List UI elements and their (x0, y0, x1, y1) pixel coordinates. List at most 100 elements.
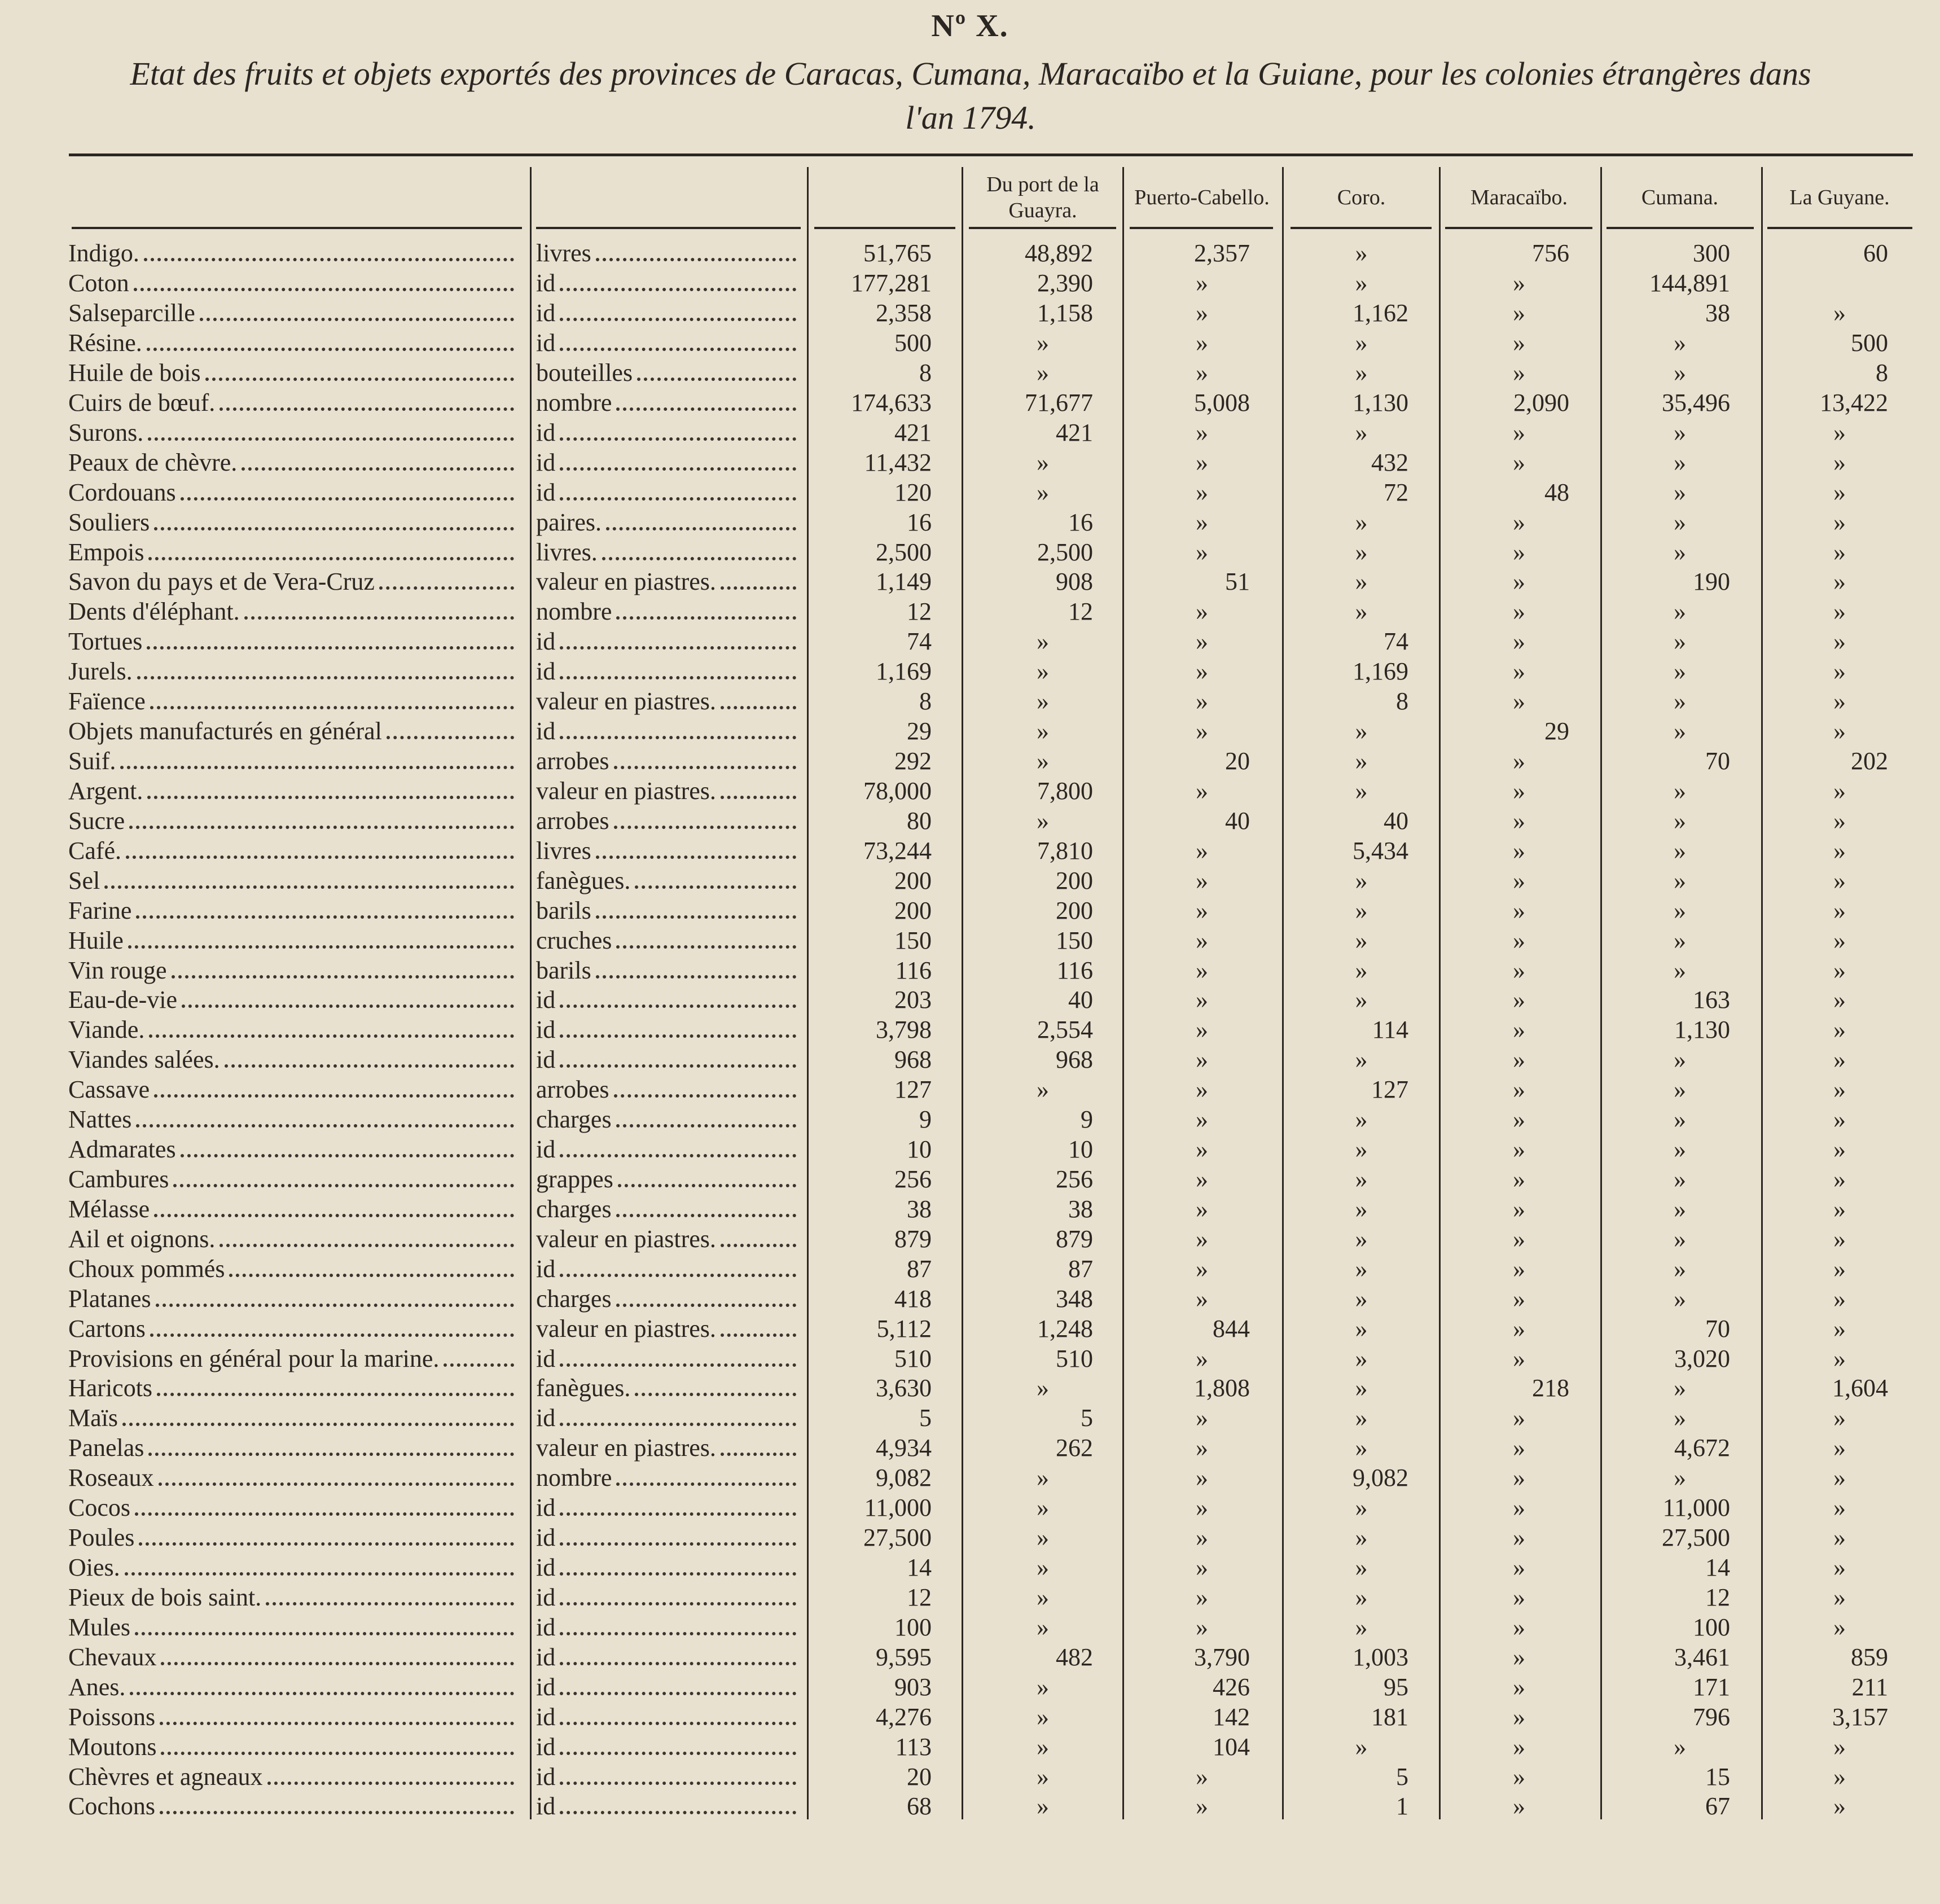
dot-leader (242, 467, 514, 471)
total-value: 10 (907, 1135, 932, 1163)
dot-leader (150, 1333, 514, 1337)
total-value: 120 (894, 479, 932, 506)
total-value: 12 (907, 1583, 932, 1611)
unit-text: paires. (536, 508, 602, 536)
item-name-text: Jurels. (68, 657, 133, 685)
region-value: » (1833, 717, 1846, 745)
item-name-text: Cuirs de bœuf. (68, 389, 216, 416)
item-name: Empois (68, 538, 519, 567)
region-value: 432 (1371, 449, 1408, 476)
dot-leader (137, 676, 514, 679)
total-value: 421 (894, 419, 932, 446)
dot-leader (595, 258, 796, 261)
region-value: » (1196, 1763, 1208, 1791)
item-name-text: Cartons (68, 1315, 146, 1343)
region-value: » (1513, 1464, 1525, 1491)
dot-leader (560, 1512, 796, 1516)
region-value: » (1833, 1613, 1846, 1641)
dot-leader (160, 1811, 514, 1814)
unit-text: id (536, 1583, 556, 1611)
region-value: » (1833, 1315, 1846, 1343)
region-value: » (1037, 449, 1049, 476)
dot-leader (148, 437, 514, 441)
dot-leader (126, 856, 514, 859)
region-value: » (1674, 1255, 1686, 1283)
item-name: Huile de bois (68, 358, 519, 388)
region-value: 859 (1851, 1643, 1888, 1671)
region-value: » (1833, 897, 1846, 924)
region-value: » (1196, 419, 1208, 446)
item-name-text: Huile (68, 927, 124, 954)
unit-text: id (536, 1733, 556, 1761)
unit-text: cruches (536, 927, 612, 954)
region-value: » (1513, 1613, 1525, 1641)
region-value: 11,000 (1662, 1494, 1730, 1521)
item-name: Cordouans (68, 478, 519, 507)
dot-leader (136, 1124, 514, 1128)
region-value: » (1674, 598, 1686, 625)
region-value: » (1513, 1195, 1525, 1223)
total-value: 256 (894, 1165, 932, 1193)
region-value: 2,554 (1037, 1016, 1093, 1043)
unit-text: id (536, 449, 556, 476)
item-name-text: Savon du pays et de Vera-Cruz (68, 568, 375, 595)
item-name-text: Cambures (68, 1165, 169, 1193)
region-value: 256 (1056, 1165, 1093, 1193)
region-value: » (1833, 598, 1846, 625)
unit-text: nombre (536, 598, 612, 625)
region-value: » (1674, 777, 1686, 805)
item-name: Viande. (68, 1015, 519, 1045)
region-value: » (1833, 1225, 1846, 1253)
region-value: 16 (1068, 508, 1093, 536)
unit-text: arrobes (536, 807, 609, 835)
region-value: 70 (1705, 747, 1730, 775)
total-value: 11,000 (864, 1494, 932, 1521)
region-value: » (1037, 747, 1049, 775)
unit: charges (536, 1105, 801, 1134)
region-value: » (1355, 1613, 1368, 1641)
region-value: » (1833, 927, 1846, 954)
region-value: » (1355, 1255, 1368, 1283)
region-value: » (1674, 1165, 1686, 1193)
item-name: Haricots (68, 1374, 519, 1403)
region-value: 1,130 (1353, 389, 1408, 416)
unit-text: id (536, 299, 556, 327)
region-value: » (1037, 1524, 1049, 1551)
region-value: 968 (1056, 1046, 1093, 1073)
region-value: » (1513, 1345, 1525, 1372)
dot-leader (560, 1782, 796, 1785)
region-value: » (1513, 1315, 1525, 1343)
region-value: 9,082 (1353, 1464, 1408, 1491)
dot-leader (244, 616, 514, 620)
region-value: 2,357 (1194, 239, 1250, 267)
region-value: 38 (1068, 1195, 1093, 1223)
item-name: Résine. (68, 328, 519, 358)
region-value: 426 (1213, 1673, 1250, 1701)
region-value: » (1833, 777, 1846, 805)
unit-text: livres. (536, 538, 598, 566)
region-value: » (1196, 628, 1208, 655)
item-name-text: Empois (68, 538, 144, 566)
region-value: » (1833, 1076, 1846, 1103)
region-value: 200 (1056, 867, 1093, 894)
region-value: 72 (1384, 479, 1408, 506)
region-value: 15 (1705, 1763, 1730, 1791)
item-name-text: Poissons (68, 1703, 156, 1731)
total-value: 4,276 (876, 1703, 932, 1731)
unit: id (536, 1613, 801, 1642)
total-value: 200 (894, 867, 932, 894)
region-value: » (1355, 1105, 1368, 1133)
dot-leader (613, 1094, 796, 1098)
region-value: » (1674, 359, 1686, 387)
region-value: » (1355, 329, 1368, 357)
unit: valeur en piastres. (536, 1314, 801, 1344)
total-value: 113 (895, 1733, 932, 1761)
item-name: Mélasse (68, 1195, 519, 1224)
item-name: Vin rouge (68, 956, 519, 985)
region-value: » (1513, 628, 1525, 655)
dot-leader (146, 348, 514, 351)
dot-leader (182, 1004, 514, 1008)
unit: barils (536, 896, 801, 925)
region-value: » (1196, 837, 1208, 865)
unit-text: id (536, 1404, 556, 1432)
